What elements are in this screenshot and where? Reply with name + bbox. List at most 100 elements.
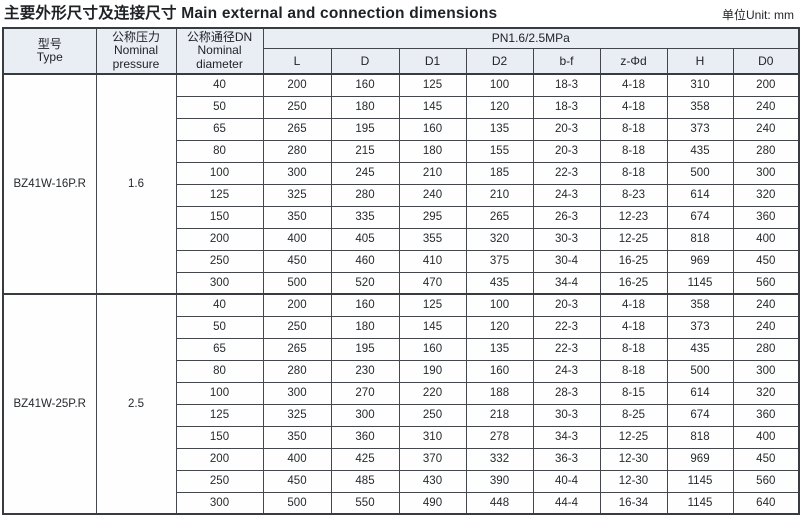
column-header-type-en: Type (36, 50, 63, 64)
table-row: 150 350 360 310 278 34-3 12-25 818 400 (3, 425, 800, 449)
dn-cell: 65 (175, 337, 264, 361)
dim-value-cell-D1: 125 (398, 293, 467, 317)
table-header: 型号 Type 公称压力 Nominal pressure 公称通径DN Nom… (2, 27, 800, 75)
dim-value-cell-D0: 200 (732, 73, 800, 97)
dim-value-cell-D: 280 (330, 183, 400, 207)
table-row: 80 280 215 180 155 20-3 8-18 435 280 (3, 139, 800, 163)
column-header-D0: D0 (732, 47, 800, 75)
dim-value-cell-D0: 450 (732, 447, 800, 471)
dim-value-cell-L: 350 (262, 425, 332, 449)
dim-value-cell-b-f: 28-3 (532, 381, 601, 405)
dim-value-cell-b-f: 44-4 (532, 491, 601, 515)
dim-value-cell-H: 500 (666, 359, 734, 383)
dim-value-cell-D2: 332 (465, 447, 534, 471)
dim-value-cell-b-f: 30-4 (532, 249, 601, 273)
dn-cell: 150 (175, 425, 264, 449)
dim-value-cell-L: 450 (262, 469, 332, 493)
dim-value-cell-b-f: 22-3 (532, 315, 601, 339)
dim-value-cell-H: 1145 (666, 271, 734, 295)
dim-value-cell-z-Φd: 4-18 (599, 73, 668, 97)
dim-value-cell-D: 245 (330, 161, 400, 185)
dim-value-cell-D0: 450 (732, 249, 800, 273)
dim-value-cell-b-f: 26-3 (532, 205, 601, 229)
dim-value-cell-D2: 265 (465, 205, 534, 229)
column-header-D: D (330, 47, 400, 75)
dim-value-cell-D2: 278 (465, 425, 534, 449)
dim-value-cell-D2: 135 (465, 117, 534, 141)
dim-value-cell-D0: 400 (732, 425, 800, 449)
dn-cell: 125 (175, 403, 264, 427)
dn-cell: 100 (175, 161, 264, 185)
dim-value-cell-L: 500 (262, 491, 332, 515)
column-header-pressure-en1: Nominal (113, 43, 158, 58)
dim-value-cell-L: 325 (262, 403, 332, 427)
dim-value-cell-H: 500 (666, 161, 734, 185)
dim-value-cell-b-f: 30-3 (532, 403, 601, 427)
dim-value-cell-D1: 430 (398, 469, 467, 493)
type-cell: BZ41W-16P.R (2, 73, 97, 295)
table-row: 250 450 460 410 375 30-4 16-25 969 450 (3, 249, 800, 273)
dim-value-cell-b-f: 30-3 (532, 227, 601, 251)
dn-cell: 80 (175, 139, 264, 163)
dim-value-cell-D1: 190 (398, 359, 467, 383)
table-row: 65 265 195 160 135 22-3 8-18 435 280 (3, 337, 800, 361)
table-row: 200 400 425 370 332 36-3 12-30 969 450 (3, 447, 800, 471)
dim-value-cell-D0: 280 (732, 139, 800, 163)
dim-value-cell-D: 270 (330, 381, 400, 405)
dim-value-cell-L: 265 (262, 117, 332, 141)
dim-value-cell-H: 969 (666, 447, 734, 471)
table-row: 50 250 180 145 120 22-3 4-18 373 240 (3, 315, 800, 339)
column-header-diameter: 公称通径DN Nominal diameter (175, 27, 264, 75)
table-row: BZ41W-25P.R 2.5 40 200 160 125 100 20-3 4-18 358 2… (2, 293, 800, 515)
dn-cell: 300 (175, 491, 264, 515)
dim-value-cell-D2: 155 (465, 139, 534, 163)
unit-label: 单位Unit: mm (721, 8, 794, 22)
dimensions-table: 型号 Type 公称压力 Nominal pressure 公称通径DN Nom… (2, 27, 800, 515)
column-header-z-Φd: z-Φd (599, 47, 668, 75)
dim-value-cell-z-Φd: 12-30 (599, 469, 668, 493)
dim-value-cell-D1: 310 (398, 425, 467, 449)
dim-value-cell-D: 195 (330, 117, 400, 141)
dim-value-cell-H: 373 (666, 117, 734, 141)
dim-value-cell-L: 300 (262, 161, 332, 185)
header-row-top: 型号 Type 公称压力 Nominal pressure 公称通径DN Nom… (2, 27, 800, 75)
dim-value-cell-D0: 320 (732, 183, 800, 207)
table-row: 200 400 405 355 320 30-3 12-25 818 400 (3, 227, 800, 251)
dim-value-cell-L: 400 (262, 447, 332, 471)
dim-value-cell-z-Φd: 12-23 (599, 205, 668, 229)
column-header-H: H (666, 47, 734, 75)
dim-value-cell-L: 200 (262, 293, 332, 317)
dim-value-cell-D: 230 (330, 359, 400, 383)
dim-value-cell-H: 614 (666, 183, 734, 207)
dim-value-cell-D0: 560 (732, 271, 800, 295)
dim-value-cell-D1: 145 (398, 315, 467, 339)
dim-value-cell-D1: 210 (398, 161, 467, 185)
dim-value-cell-D0: 240 (732, 117, 800, 141)
dim-value-cell-D: 300 (330, 403, 400, 427)
table-row: 50 250 180 145 120 18-3 4-18 358 240 (3, 95, 800, 119)
table-body: BZ41W-16P.R 1.6 40 200 160 125 100 18-3 4-18 310 2… (2, 73, 800, 515)
dim-value-cell-L: 300 (262, 381, 332, 405)
dim-value-cell-H: 1145 (666, 469, 734, 493)
table-row: 300 500 550 490 448 44-4 16-34 1145 640 (3, 491, 800, 515)
table-row: 125 325 300 250 218 30-3 8-25 674 360 (3, 403, 800, 427)
dn-cell: 40 (175, 73, 264, 97)
dim-value-cell-D: 180 (330, 315, 400, 339)
dim-value-cell-D2: 210 (465, 183, 534, 207)
dim-value-cell-z-Φd: 4-18 (599, 315, 668, 339)
column-header-b-f: b-f (532, 47, 601, 75)
dim-value-cell-D1: 295 (398, 205, 467, 229)
dim-value-cell-H: 1145 (666, 491, 734, 515)
dim-value-cell-D: 520 (330, 271, 400, 295)
dim-value-cell-D: 335 (330, 205, 400, 229)
table-row: 80 280 230 190 160 24-3 8-18 500 300 (3, 359, 800, 383)
dim-value-cell-z-Φd: 8-18 (599, 337, 668, 361)
dim-value-cell-b-f: 20-3 (532, 117, 601, 141)
dim-value-cell-D2: 218 (465, 403, 534, 427)
dim-value-cell-D0: 300 (732, 359, 800, 383)
dim-value-cell-D1: 125 (398, 73, 467, 97)
dn-cell: 200 (175, 447, 264, 471)
dim-value-cell-H: 435 (666, 139, 734, 163)
dim-value-cell-H: 358 (666, 95, 734, 119)
